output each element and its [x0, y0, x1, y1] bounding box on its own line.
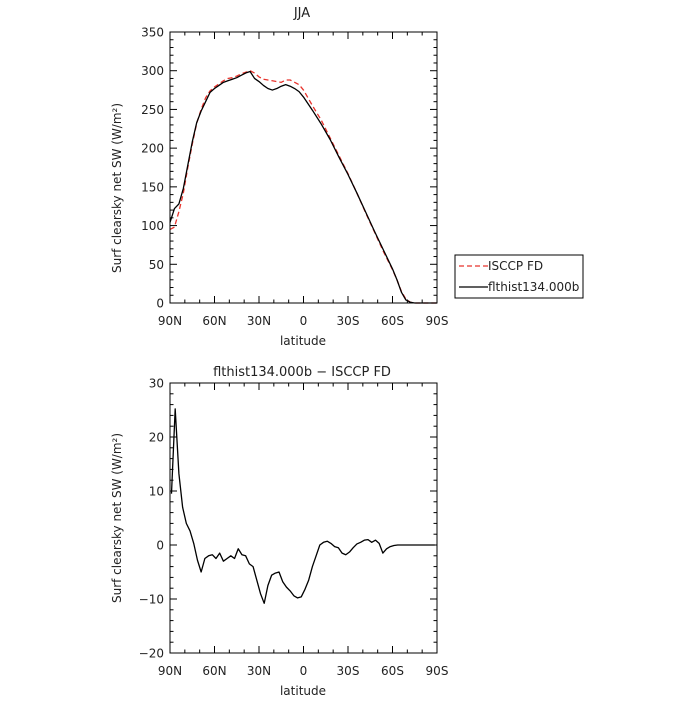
top-chart-x-axis-label: latitude [280, 334, 326, 348]
top-chart-y-axis-label: Surf clearsky net SW (W/m²) [110, 103, 124, 273]
bottom-chart-y-tick-label: 30 [149, 377, 164, 391]
top-chart-y-tick-label: 150 [141, 180, 164, 194]
bottom-chart-panel: flthist134.000b − ISCCP FD −20 −10 0 10 20 30… [110, 365, 448, 698]
top-chart-y-tick-label: 200 [141, 142, 164, 156]
top-chart-axes: 0 50 100 150 200 250 300 350 90N 60N 30N 0 30S 60S 90S [141, 26, 448, 329]
top-chart-y-tick-label: 0 [156, 297, 164, 311]
bottom-chart-x-tick-label: 60S [381, 664, 404, 678]
top-chart-x-tick-label: 90S [426, 314, 449, 328]
bottom-chart-x-tick-label: 90N [158, 664, 182, 678]
top-chart-x-tick-label: 60N [202, 314, 226, 328]
top-chart-plot-frame [169, 31, 438, 304]
top-chart-x-tick-label: 30N [247, 314, 271, 328]
bottom-chart-y-tick-label: −10 [139, 593, 164, 607]
top-chart-x-tick-label: 30S [337, 314, 360, 328]
bottom-chart-y-axis-label: Surf clearsky net SW (W/m²) [110, 433, 124, 603]
top-chart-x-tick-label: 0 [300, 314, 308, 328]
bottom-chart-y-tick-label: 10 [149, 485, 164, 499]
bottom-chart-x-tick-label: 30S [337, 664, 360, 678]
bottom-chart-x-tick-label: 30N [247, 664, 271, 678]
top-chart-y-tick-label: 50 [149, 258, 164, 272]
bottom-chart-x-tick-label: 90S [426, 664, 449, 678]
bottom-chart-y-tick-label: 20 [149, 431, 164, 445]
bottom-chart-plot-frame [169, 382, 438, 654]
top-chart-y-tick-label: 350 [141, 26, 164, 40]
top-chart-series-line-flthist134-000b [169, 70, 437, 304]
top-chart-x-tick-label: 90N [158, 314, 182, 328]
legend-box [454, 254, 584, 299]
legend-label-flthist: flthist134.000b [488, 280, 579, 294]
top-chart-panel: JJA 0 50 100 150 200 250 300 350 90N 60N 30N 0 30S 60… [110, 6, 448, 348]
bottom-chart-x-tick-label: 60N [202, 664, 226, 678]
top-chart-x-tick-label: 60S [381, 314, 404, 328]
top-chart-y-tick-label: 250 [141, 103, 164, 117]
bottom-chart-y-tick-label: 0 [156, 539, 164, 553]
bottom-chart-series-line-series-0 [170, 408, 435, 604]
top-chart-series-line-isccp-fd [169, 70, 437, 304]
bottom-chart-series-group [170, 408, 435, 604]
top-chart-series-group [169, 70, 437, 304]
bottom-chart-x-tick-label: 0 [300, 664, 308, 678]
bottom-chart-x-axis-label: latitude [280, 684, 326, 698]
top-chart-y-tick-label: 300 [141, 64, 164, 78]
top-chart-title: JJA [293, 6, 310, 21]
bottom-chart-y-tick-label: −20 [139, 647, 164, 661]
bottom-chart-axes: −20 −10 0 10 20 30 90N 60N 30N 0 30S 60S 90S [139, 377, 449, 679]
top-chart-legend: ISCCP FD flthist134.000b [454, 254, 584, 299]
top-chart-y-tick-label: 100 [141, 219, 164, 233]
bottom-chart-title: flthist134.000b − ISCCP FD [213, 365, 391, 380]
legend-label-isccp-fd: ISCCP FD [488, 259, 543, 273]
